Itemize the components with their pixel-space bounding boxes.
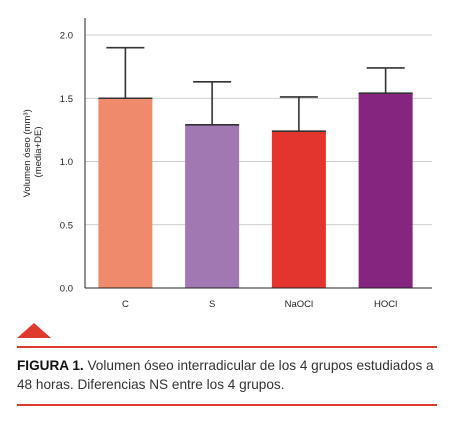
bars — [98, 93, 413, 288]
caption-lead: FIGURA 1. — [17, 358, 84, 373]
caption-text: Volumen óseo interradicular de los 4 gru… — [17, 358, 434, 392]
y-tick-label: 0.5 — [60, 220, 73, 231]
bar — [271, 131, 326, 288]
bar — [358, 93, 413, 288]
error-bars — [98, 46, 413, 132]
bar — [98, 98, 153, 288]
x-tick-label: S — [209, 299, 215, 310]
y-axis-label-line1: Volumen óseo (mm³) — [22, 109, 33, 197]
figure-caption: FIGURA 1. Volumen óseo interradicular de… — [17, 356, 447, 394]
y-tick-label: 1.0 — [60, 157, 73, 168]
error-bar — [358, 67, 413, 94]
error-bar — [185, 81, 240, 126]
y-tick-label: 1.5 — [60, 94, 73, 105]
y-tick-label: 0.0 — [60, 284, 73, 295]
y-axis-label: Volumen óseo (mm³) (media+DE) — [22, 107, 44, 198]
triangle-marker-icon — [17, 323, 51, 338]
error-bar — [271, 96, 326, 132]
bar — [185, 124, 240, 288]
caption-bottom-rule — [17, 404, 437, 406]
x-tick-label: NaOCl — [285, 299, 314, 310]
error-bar — [98, 46, 153, 100]
bar-chart: 0.0 0.5 1.0 1.5 2.0 C S NaOCl HOCl Volumen óseo… — [22, 18, 432, 310]
y-axis-label-line2: (media+DE) — [33, 127, 44, 178]
y-tick-labels: 0.0 0.5 1.0 1.5 2.0 — [60, 31, 73, 295]
caption-top-rule — [17, 346, 437, 348]
x-tick-label: C — [122, 299, 129, 310]
x-tick-label: HOCl — [374, 299, 397, 310]
y-tick-label: 2.0 — [60, 31, 73, 42]
x-tick-labels: C S NaOCl HOCl — [122, 299, 397, 310]
